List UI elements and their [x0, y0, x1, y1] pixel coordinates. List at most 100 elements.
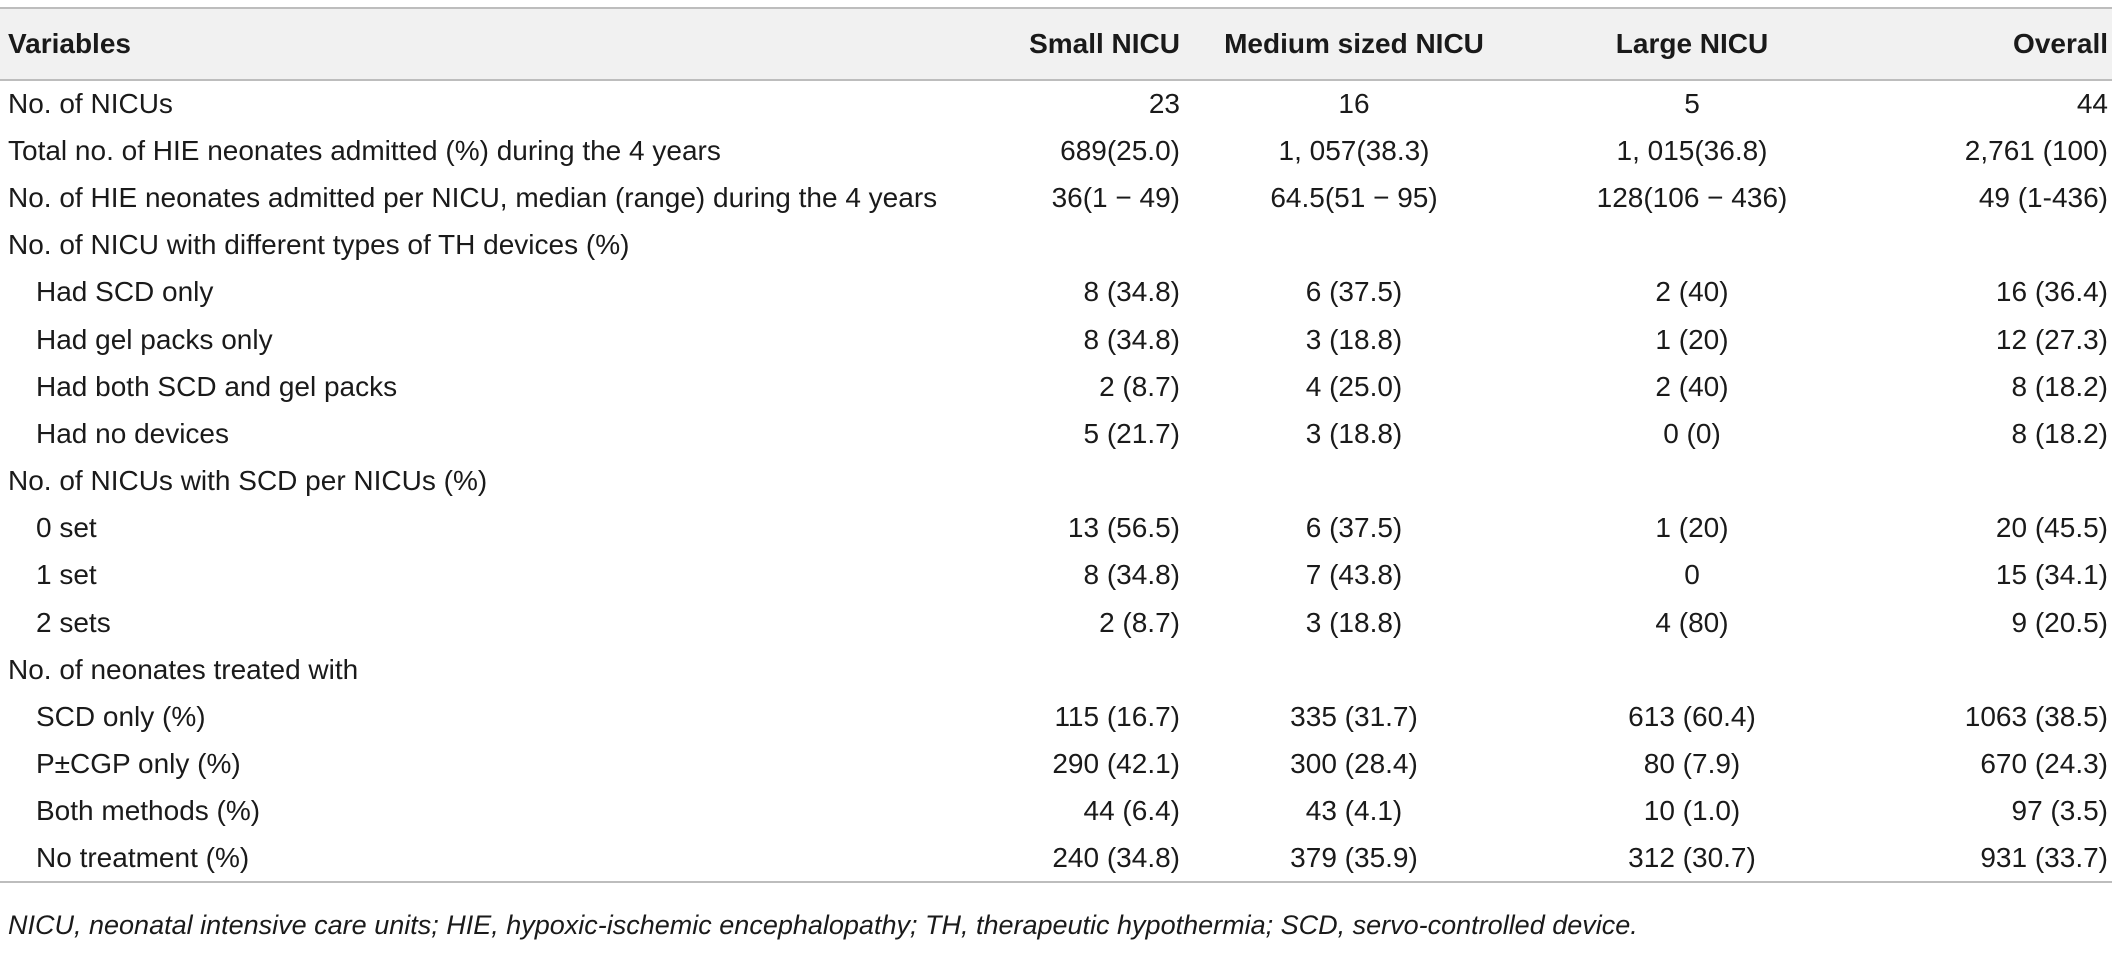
row-label: No treatment (%): [36, 842, 250, 874]
row-label: 1 set: [36, 559, 97, 591]
row-label: Total no. of HIE neonates admitted (%) d…: [8, 134, 721, 166]
cell-small: 290 (42.1): [1052, 748, 1180, 780]
cell-medium: [1180, 458, 1528, 505]
section-label: No. of NICUs with SCD per NICUs (%): [8, 465, 488, 497]
table-section-row: No. of neonates treated with: [0, 646, 2112, 693]
table-row: Had no devices 5 (21.7) 3 (18.8) 0 (0) 8…: [0, 410, 2112, 457]
cell-medium: [1180, 222, 1528, 269]
header-medium-nicu: Medium sized NICU: [1224, 28, 1484, 59]
table-footnote: NICU, neonatal intensive care units; HIE…: [8, 910, 1638, 940]
header-variables: Variables: [8, 28, 131, 59]
cell-medium: 1, 057(38.3): [1278, 134, 1430, 166]
cell-small: 240 (34.8): [1052, 842, 1180, 874]
cell-large: 4 (80): [1655, 606, 1729, 638]
cell-small: 5 (21.7): [1083, 417, 1181, 449]
cell-medium: 64.5(51 − 95): [1270, 181, 1438, 213]
cell-small: [982, 646, 1180, 693]
table-header: Variables Small NICU Medium sized NICU L…: [0, 8, 2112, 80]
cell-small: 8 (34.8): [1083, 323, 1181, 355]
table-section-row: No. of NICU with different types of TH d…: [0, 222, 2112, 269]
header-row: Variables Small NICU Medium sized NICU L…: [0, 8, 2112, 80]
cell-large: 2 (40): [1655, 370, 1729, 402]
cell-overall: [1856, 646, 2112, 693]
cell-overall: 97 (3.5): [2011, 795, 2109, 827]
cell-overall: 49 (1-436): [1978, 181, 2108, 213]
table-row: 1 set 8 (34.8) 7 (43.8) 0 15 (34.1): [0, 552, 2112, 599]
cell-overall: 44: [2076, 88, 2108, 120]
cell-overall: 931 (33.7): [1980, 842, 2108, 874]
cell-overall: [1856, 458, 2112, 505]
table-row: Total no. of HIE neonates admitted (%) d…: [0, 127, 2112, 174]
cell-medium: 4 (25.0): [1305, 370, 1403, 402]
cell-overall: 16 (36.4): [1995, 276, 2108, 308]
cell-medium: 16: [1338, 88, 1370, 120]
cell-large: 1 (20): [1655, 512, 1729, 544]
nicu-statistics-table: Variables Small NICU Medium sized NICU L…: [0, 7, 2112, 883]
cell-overall: 9 (20.5): [2011, 606, 2109, 638]
table-row: Had both SCD and gel packs 2 (8.7) 4 (25…: [0, 363, 2112, 410]
cell-large: 10 (1.0): [1643, 795, 1741, 827]
cell-small: 2 (8.7): [1099, 370, 1180, 402]
row-label: Both methods (%): [36, 795, 261, 827]
cell-large: 1 (20): [1655, 323, 1729, 355]
cell-medium: 3 (18.8): [1305, 323, 1403, 355]
cell-overall: 670 (24.3): [1980, 748, 2108, 780]
cell-overall: 8 (18.2): [2011, 417, 2109, 449]
cell-overall: 15 (34.1): [1995, 559, 2108, 591]
cell-large: [1528, 222, 1856, 269]
table-row: Had gel packs only 8 (34.8) 3 (18.8) 1 (…: [0, 316, 2112, 363]
table-row: No. of HIE neonates admitted per NICU, m…: [0, 174, 2112, 221]
cell-medium: 3 (18.8): [1305, 417, 1403, 449]
cell-large: [1528, 458, 1856, 505]
row-label: Had no devices: [36, 417, 230, 449]
cell-overall: 20 (45.5): [1995, 512, 2108, 544]
row-label: No. of HIE neonates admitted per NICU, m…: [8, 181, 938, 213]
table-row: P±CGP only (%) 290 (42.1) 300 (28.4) 80 …: [0, 741, 2112, 788]
table-row: Both methods (%) 44 (6.4) 43 (4.1) 10 (1…: [0, 788, 2112, 835]
cell-medium: 3 (18.8): [1305, 606, 1403, 638]
cell-large: [1528, 646, 1856, 693]
cell-medium: 43 (4.1): [1305, 795, 1403, 827]
cell-large: 613 (60.4): [1628, 701, 1756, 733]
cell-overall: 8 (18.2): [2011, 370, 2109, 402]
cell-overall: 2,761 (100): [1964, 134, 2108, 166]
cell-medium: 335 (31.7): [1290, 701, 1418, 733]
cell-medium: [1180, 646, 1528, 693]
cell-overall: 1063 (38.5): [1964, 701, 2108, 733]
row-label: Had both SCD and gel packs: [36, 370, 398, 402]
data-table-container: Variables Small NICU Medium sized NICU L…: [0, 7, 2112, 883]
row-label: P±CGP only (%): [36, 748, 241, 780]
row-label: 2 sets: [36, 606, 111, 638]
cell-small: [982, 222, 1180, 269]
row-label: SCD only (%): [36, 701, 206, 733]
table-row: SCD only (%) 115 (16.7) 335 (31.7) 613 (…: [0, 693, 2112, 740]
row-label: Had SCD only: [36, 276, 214, 308]
cell-small: 8 (34.8): [1083, 559, 1181, 591]
table-section-row: No. of NICUs with SCD per NICUs (%): [0, 458, 2112, 505]
table-row: Had SCD only 8 (34.8) 6 (37.5) 2 (40) 16…: [0, 269, 2112, 316]
cell-overall: 12 (27.3): [1995, 323, 2108, 355]
cell-medium: 6 (37.5): [1305, 276, 1403, 308]
cell-small: 8 (34.8): [1083, 276, 1181, 308]
cell-large: 80 (7.9): [1643, 748, 1741, 780]
row-label: No. of NICUs: [8, 88, 173, 120]
cell-medium: 7 (43.8): [1305, 559, 1403, 591]
row-label: 0 set: [36, 512, 97, 544]
section-label: No. of NICU with different types of TH d…: [8, 229, 630, 261]
header-small-nicu: Small NICU: [1029, 28, 1180, 59]
cell-small: [982, 458, 1180, 505]
cell-large: 5: [1684, 88, 1700, 120]
cell-medium: 6 (37.5): [1305, 512, 1403, 544]
cell-large: 0 (0): [1663, 417, 1721, 449]
cell-small: 689(25.0): [1060, 134, 1180, 166]
cell-large: 1, 015(36.8): [1616, 134, 1768, 166]
section-label: No. of neonates treated with: [8, 653, 359, 685]
cell-large: 2 (40): [1655, 276, 1729, 308]
table-row: 0 set 13 (56.5) 6 (37.5) 1 (20) 20 (45.5…: [0, 505, 2112, 552]
cell-overall: [1856, 222, 2112, 269]
header-large-nicu: Large NICU: [1615, 28, 1769, 59]
row-label: Had gel packs only: [36, 323, 273, 355]
cell-small: 115 (16.7): [1054, 701, 1180, 733]
cell-small: 23: [1148, 88, 1180, 120]
cell-medium: 379 (35.9): [1290, 842, 1418, 874]
